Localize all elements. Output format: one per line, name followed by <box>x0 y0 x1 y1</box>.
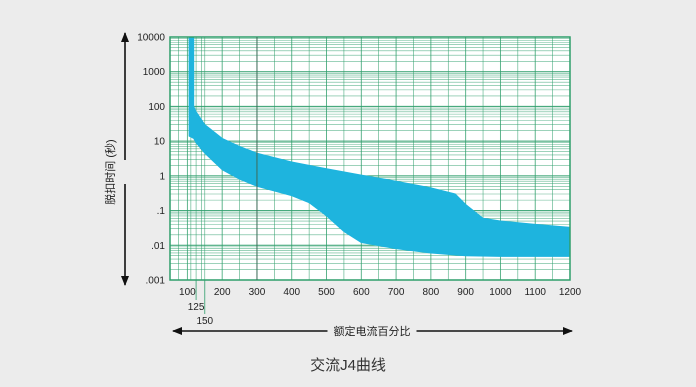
x-tick-label: 200 <box>214 287 231 298</box>
x-tick-label-extra: 125 <box>188 302 205 313</box>
x-tick-label: 300 <box>249 287 266 298</box>
x-tick-labels: 100 200 300 400 500 600 700 800 900 1000 1100 1200 1… <box>179 280 582 327</box>
x-tick-label: 500 <box>318 287 335 298</box>
x-tick-label: 400 <box>283 287 300 298</box>
axis-arrows <box>121 32 573 335</box>
plot-frame <box>169 36 571 281</box>
x-tick-label: 800 <box>423 287 440 298</box>
y-tick-labels: 10000 1000 100 10 1 .1 .01 .001 <box>137 33 165 287</box>
plot-border <box>169 36 571 281</box>
x-tick-label: 900 <box>457 287 474 298</box>
x-tick-label: 600 <box>353 287 370 298</box>
y-tick-label: .1 <box>157 206 166 217</box>
y-tick-label: .01 <box>151 241 165 252</box>
figure-caption: 交流J4曲线 <box>310 357 386 374</box>
y-axis-title: 脱扣时间 (秒) <box>102 135 118 209</box>
y-tick-label: 10 <box>154 137 166 148</box>
x-axis-title: 额定电流百分比 <box>327 323 417 339</box>
x-tick-label: 100 <box>179 287 196 298</box>
y-tick-label: 10000 <box>137 33 165 44</box>
y-tick-label: 1 <box>159 171 165 182</box>
x-tick-label: 1000 <box>489 287 512 298</box>
x-tick-label: 1100 <box>524 287 546 298</box>
x-tick-label: 1200 <box>559 287 582 298</box>
y-tick-label: 100 <box>148 102 165 113</box>
x-tick-label: 700 <box>388 287 405 298</box>
y-tick-label: .001 <box>146 276 166 287</box>
x-tick-label-extra: 150 <box>196 316 213 327</box>
y-tick-label: 1000 <box>143 67 166 78</box>
